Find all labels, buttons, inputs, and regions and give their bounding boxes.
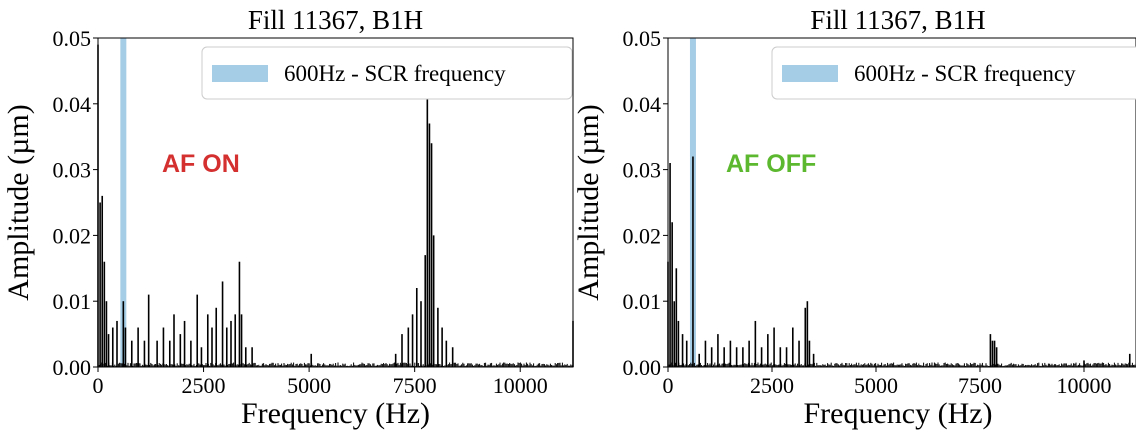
y-tick-label: 0.04 [53,92,92,117]
legend-box [771,46,1136,100]
plot-frame [667,37,1136,368]
x-tick-label: 2500 [182,373,226,398]
y-axis-label: Amplitude (µm) [572,104,605,300]
y-tick-label: 0.05 [623,26,662,51]
spectrum-peaks [667,156,1131,367]
legend: 600Hz - SCR frequency [201,46,573,100]
spectrum-noise-floor [667,362,1136,367]
y-tick-label: 0.05 [53,26,92,51]
y-tick-label: 0.02 [53,223,92,248]
y-tick-label: 0.04 [623,92,662,117]
legend: 600Hz - SCR frequency [771,46,1136,100]
af-status-annotation: AF ON [162,150,240,178]
legend-box [201,46,573,100]
x-axis-label: Frequency (Hz) [241,397,430,430]
y-tick-label: 0.01 [623,289,662,314]
y-tick-label: 0.03 [623,158,662,183]
legend-label: 600Hz - SCR frequency [284,61,506,86]
y-tick-label: 0.01 [53,289,92,314]
x-axis-label: Frequency (Hz) [803,397,992,430]
spectrum-peaks [97,44,574,367]
y-tick-label: 0.00 [53,355,92,380]
x-tick-label: 5000 [287,373,331,398]
x-tick-label: 0 [663,373,674,398]
y-axis-label: Amplitude (µm) [2,104,35,300]
y-tick-label: 0.03 [53,158,92,183]
x-tick-label: 5000 [854,373,898,398]
chart-panel-af-off: 0.00 0.01 0.02 0.03 0.04 0.05 0 2500 5000 7500 100… [572,5,1136,430]
x-tick-label: 7500 [393,373,437,398]
x-tick-label: 0 [93,373,104,398]
legend-swatch [212,65,268,82]
x-tick-label: 7500 [958,373,1002,398]
x-tick-label: 10000 [493,373,548,398]
y-tick-label: 0.02 [623,223,662,248]
chart-panel-af-on: 0.00 0.01 0.02 0.03 0.04 0.05 0 2500 5000 7500 100… [2,5,574,430]
scr-frequency-band [120,38,127,367]
legend-swatch [782,65,838,82]
legend-label: 600Hz - SCR frequency [854,61,1076,86]
af-status-annotation: AF OFF [726,150,816,178]
chart-title: Fill 11367, B1H [248,5,423,35]
x-tick-label: 2500 [750,373,794,398]
y-tick-label: 0.00 [623,355,662,380]
plot-frame [97,37,574,368]
chart-title: Fill 11367, B1H [810,5,985,35]
x-tick-label: 10000 [1057,373,1112,398]
